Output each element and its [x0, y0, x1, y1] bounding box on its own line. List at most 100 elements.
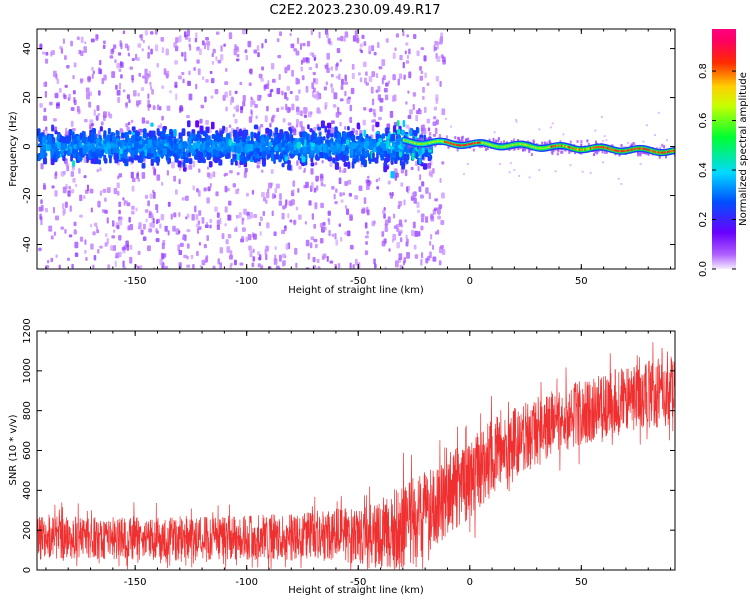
spectrogram-cell — [442, 56, 446, 63]
spectrogram-cell — [56, 78, 60, 84]
spectrogram-cell — [226, 133, 231, 139]
spectrogram-cell — [417, 138, 420, 142]
spectrogram-cell — [330, 66, 334, 71]
spectrogram-cell — [320, 202, 324, 209]
spectrogram-cell — [219, 247, 224, 254]
spectrogram-cell — [311, 213, 315, 220]
spectrogram-cell — [232, 183, 236, 188]
spectrogram-cell — [169, 90, 172, 94]
spectrogram-cell — [161, 266, 164, 269]
spectrogram-cell — [153, 191, 156, 199]
spectrogram-cell — [346, 155, 349, 161]
spectrogram-cell — [160, 36, 165, 42]
spectrogram-cell — [538, 128, 541, 131]
colorbar-tick-label: 0.6 — [698, 113, 709, 129]
spectrogram-cell — [197, 68, 201, 76]
spectrogram-cell — [315, 243, 318, 249]
spectrogram-cell — [79, 214, 83, 218]
spectrogram-cell — [605, 139, 608, 142]
spectrogram-cell — [87, 76, 91, 81]
spectrogram-cell — [116, 182, 120, 189]
spectrogram-cell — [324, 152, 328, 160]
spectrogram-cell — [92, 264, 95, 269]
spectrogram-cell — [76, 135, 80, 141]
spectrogram-cell — [337, 137, 342, 144]
spectrogram-cell — [98, 159, 102, 165]
spectrogram-cell — [113, 187, 118, 195]
spectrogram-marks — [37, 29, 675, 269]
spectrogram-cell — [164, 225, 168, 232]
spectrogram-cell — [103, 130, 107, 137]
spectrogram-cell — [67, 190, 71, 197]
spectrogram-cell — [643, 151, 646, 155]
spectrogram-cell — [106, 134, 110, 142]
spectrogram-cell — [70, 171, 74, 177]
spectrogram-cell — [161, 85, 164, 89]
spectrogram-cell — [72, 160, 75, 168]
spectrogram-cell — [303, 169, 306, 174]
spectrogram-cell — [224, 172, 229, 176]
spectrogram-cell — [50, 158, 55, 166]
spectrogram-cell — [121, 132, 125, 139]
spectrogram-cell — [188, 158, 193, 165]
spectrogram-cell — [365, 241, 368, 245]
spectrogram-cell — [408, 143, 411, 147]
spectrogram-cell — [149, 85, 153, 90]
spectrogram-cell — [416, 201, 420, 209]
spectrogram-cell — [371, 45, 375, 52]
spectrogram-cell — [284, 156, 289, 162]
snr-y-tick-label: 800 — [22, 401, 33, 420]
spectrogram-cell — [125, 101, 128, 109]
snr-y-tick-label: 0 — [22, 567, 33, 573]
spectrogram-cell — [70, 154, 73, 162]
spectrogram-cell — [309, 128, 313, 133]
spectrogram-cell — [212, 268, 215, 269]
spectrogram-cell — [420, 259, 423, 266]
spectrogram-cell — [236, 48, 240, 53]
spectrogram-cell — [339, 166, 342, 173]
spectrogram-cell — [65, 162, 69, 167]
spectrogram-cell — [147, 93, 150, 99]
spectrogram-cell — [341, 170, 344, 174]
spectrogram-cell — [339, 121, 342, 127]
spectrogram-cell — [284, 92, 287, 100]
spectrogram-cell — [58, 88, 62, 93]
spectrogram-cell — [326, 67, 330, 74]
spectrogram-cell — [104, 233, 108, 238]
spectrogram-cell — [219, 217, 222, 225]
spectrogram-cell — [50, 257, 54, 263]
spectrogram-cell — [142, 133, 147, 139]
spectrogram-cell — [420, 137, 423, 141]
spectrogram-cell — [111, 235, 116, 239]
spectrogram-cell — [295, 95, 299, 102]
spectrogram-cell — [415, 160, 418, 167]
snr-y-tick-label: 1000 — [22, 358, 33, 383]
spectrogram-cell — [167, 201, 171, 207]
spectrogram-cell — [225, 67, 228, 72]
spectrogram-cell — [335, 112, 340, 118]
spectrogram-cell — [419, 174, 422, 181]
spectrogram-cell — [113, 229, 116, 233]
spectrogram-cell — [137, 155, 141, 163]
spectrogram-cell — [532, 139, 535, 143]
spectrogram-cell — [128, 216, 131, 223]
spectrogram-cell — [409, 109, 413, 115]
spectrogram-cell — [552, 149, 555, 153]
spectrogram-cell — [168, 144, 172, 150]
spectrogram-cell — [300, 126, 305, 132]
spectrogram-cell — [216, 219, 220, 227]
spectrogram-cell — [167, 230, 170, 236]
spectrogram-cell — [60, 226, 64, 230]
spectrogram-cell — [282, 118, 286, 123]
spectrogram-cell — [86, 184, 90, 192]
spectrogram-cell — [262, 150, 266, 158]
spectrogram-cell — [472, 148, 475, 152]
spectrogram-cell — [429, 146, 432, 150]
spectrogram-cell — [84, 146, 88, 154]
spectrogram-cell — [196, 250, 199, 256]
spectrogram-cell — [502, 140, 505, 144]
spectrogram-cell — [432, 133, 437, 137]
spectrogram-cell — [212, 149, 217, 155]
spectrogram-cell — [425, 216, 429, 223]
spectrogram-cell — [244, 167, 248, 173]
